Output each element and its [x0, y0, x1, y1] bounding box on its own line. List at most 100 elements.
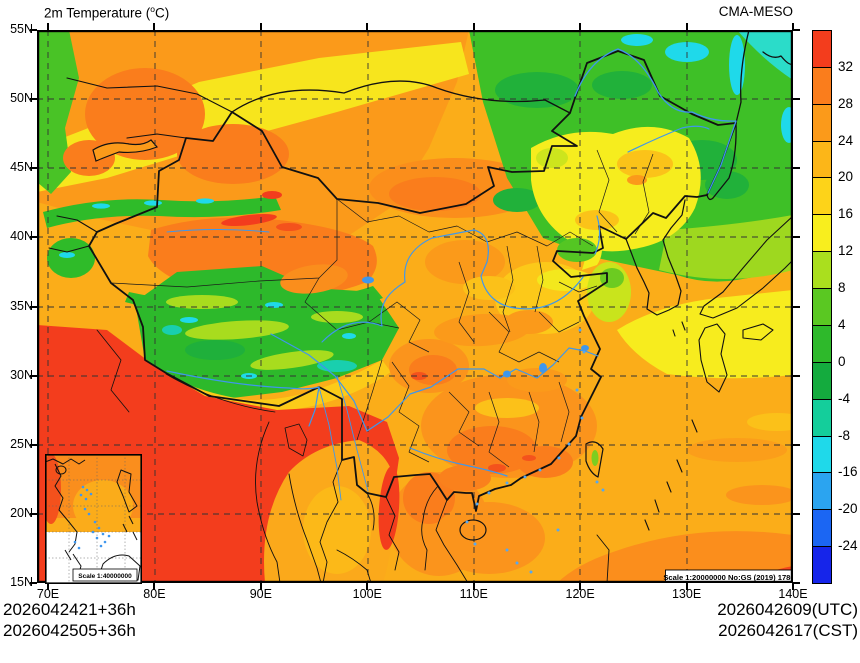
- colorbar-segment: [812, 214, 832, 253]
- lat-tick-left: [30, 582, 37, 584]
- colorbar-label--24: -24: [838, 538, 858, 554]
- init-time-line2: 2026042505+36h: [3, 621, 136, 640]
- colorbar-segment: [812, 177, 832, 216]
- init-times: 2026042421+36h 2026042505+36h: [3, 599, 136, 641]
- lat-label-30N: 30N: [10, 367, 33, 382]
- lon-label-110E: 110E: [459, 587, 488, 601]
- lon-label-80E: 80E: [143, 587, 166, 601]
- lon-tick-top: [366, 23, 369, 30]
- lon-label-100E: 100E: [352, 587, 382, 601]
- colorbar-label--20: -20: [838, 501, 858, 517]
- lon-tick-bottom: [579, 583, 582, 590]
- colorbar-segment: [812, 140, 832, 179]
- lat-tick-right: [793, 582, 800, 584]
- valid-times: 2026042609(UTC) 2026042617(CST): [717, 599, 858, 641]
- lon-tick-bottom: [366, 583, 369, 590]
- temperature-field: [37, 30, 807, 583]
- colorbar-segment: [812, 361, 832, 400]
- lon-tick-bottom: [685, 583, 688, 590]
- colorbar-label--4: -4: [838, 390, 851, 406]
- colorbar-label-0: 0: [838, 353, 846, 369]
- inset-map-south-china-sea: Scale 1:40000000: [41, 454, 143, 584]
- colorbar-segment: [812, 103, 832, 142]
- model-name: CMA-MESO: [718, 4, 793, 19]
- lat-label-15N: 15N: [10, 575, 33, 589]
- lat-tick-left: [30, 236, 37, 239]
- lat-tick-right: [793, 236, 800, 239]
- province-borders: [110, 149, 654, 468]
- page-title: 2m Temperature (oC): [44, 4, 170, 21]
- map-scale-note: Scale 1:20000000 No:GS (2019) 1786: [663, 573, 793, 582]
- colorbar-segment: [812, 398, 832, 437]
- lon-tick-top: [792, 23, 794, 30]
- lon-tick-top: [259, 23, 262, 30]
- map-frame: [37, 30, 793, 583]
- lat-label-55N: 55N: [10, 22, 33, 36]
- degree-symbol: o: [150, 4, 156, 14]
- lon-label-140E: 140E: [778, 587, 808, 601]
- lat-tick-right: [793, 512, 800, 515]
- colorbar-label-20: 20: [838, 169, 854, 185]
- colorbar-segment: [812, 435, 832, 474]
- lat-tick-right: [793, 443, 800, 446]
- lat-tick-right: [793, 98, 800, 101]
- colorbar-segment: [812, 251, 832, 290]
- lat-tick-left: [30, 443, 37, 446]
- colorbar-label-12: 12: [838, 243, 854, 259]
- country-borders: [48, 29, 794, 584]
- lon-tick-top: [685, 23, 688, 30]
- map-area: Scale 1:20000000 No:GS (2019) 1786: [37, 29, 807, 584]
- lat-label-50N: 50N: [10, 91, 33, 106]
- lon-tick-top: [153, 23, 156, 30]
- rivers: [166, 48, 737, 501]
- colorbar-segment: [812, 546, 832, 584]
- lat-tick-right: [793, 305, 800, 308]
- valid-time-utc: 2026042609(UTC): [717, 600, 858, 619]
- lat-label-25N: 25N: [10, 436, 33, 451]
- lon-tick-bottom: [259, 583, 262, 590]
- lon-tick-bottom: [47, 583, 49, 590]
- lon-label-70E: 70E: [36, 587, 60, 601]
- colorbar-label--8: -8: [838, 427, 851, 443]
- lat-label-20N: 20N: [10, 505, 33, 520]
- lon-label-130E: 130E: [671, 587, 702, 601]
- lat-tick-left: [30, 167, 37, 170]
- inset-island-dots: [73, 485, 111, 550]
- colorbar-segment: [812, 324, 832, 363]
- inset-graticule: [45, 454, 142, 584]
- lon-tick-top: [47, 23, 49, 30]
- inset-scale-note: Scale 1:40000000: [78, 573, 132, 580]
- lat-tick-left: [30, 512, 37, 515]
- lon-tick-bottom: [153, 583, 156, 590]
- temperature-map: Scale 1:20000000 No:GS (2019) 1786: [37, 29, 807, 584]
- lat-tick-left: [30, 374, 37, 377]
- lon-tick-top: [472, 23, 475, 30]
- coastal-water-specks: [465, 328, 605, 574]
- colorbar-segment: [812, 30, 832, 68]
- lat-label-45N: 45N: [10, 160, 33, 175]
- lon-label-120E: 120E: [565, 587, 595, 601]
- init-time-line1: 2026042421+36h: [3, 600, 136, 619]
- colorbar-segment: [812, 509, 832, 548]
- lat-label-40N: 40N: [10, 229, 33, 244]
- lat-tick-left: [30, 305, 37, 308]
- colorbar-segment: [812, 288, 832, 326]
- lon-label-90E: 90E: [249, 587, 272, 601]
- lat-tick-right: [793, 167, 800, 170]
- lat-tick-left: [30, 29, 37, 31]
- lat-tick-right: [793, 374, 800, 377]
- valid-time-cst: 2026042617(CST): [718, 621, 858, 640]
- colorbar-label-28: 28: [838, 95, 854, 111]
- inset-frame: [45, 454, 143, 584]
- colorbar-segment: [812, 472, 832, 511]
- lat-label-35N: 35N: [10, 298, 33, 313]
- colorbar-label-4: 4: [838, 316, 846, 332]
- colorbar-label--16: -16: [838, 464, 858, 480]
- lon-tick-top: [579, 23, 582, 30]
- colorbar-label-8: 8: [838, 280, 846, 296]
- lat-tick-left: [30, 98, 37, 101]
- colorbar-label-32: 32: [838, 58, 854, 74]
- colorbar-label-16: 16: [838, 206, 854, 222]
- lon-tick-bottom: [792, 583, 794, 590]
